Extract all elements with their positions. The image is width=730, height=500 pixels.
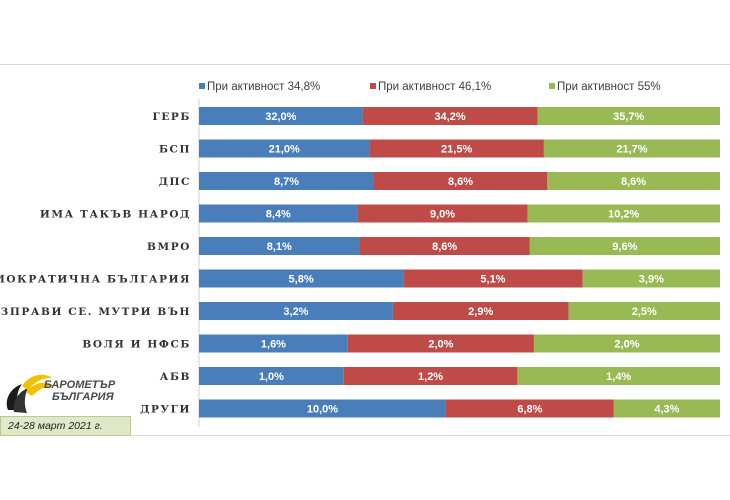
bar-segment (568, 302, 720, 320)
category-label: ДПС (159, 176, 191, 188)
category-label: ИЗПРАВИ СЕ. МУТРИ ВЪН (0, 306, 191, 318)
bar-segment (547, 172, 720, 190)
category-label: БСП (159, 144, 191, 156)
legend-swatch-3 (549, 83, 555, 89)
data-label: 1,6% (261, 339, 286, 351)
data-label: 2,0% (614, 339, 639, 351)
data-label: 2,9% (468, 306, 493, 318)
bar-segment (357, 204, 528, 223)
bar-segment (199, 204, 358, 223)
category-label: ГЕРБ (152, 111, 191, 123)
data-label: 1,2% (418, 371, 443, 383)
bar-segment (343, 367, 518, 385)
data-label: 10,0% (307, 404, 338, 416)
bar-segment (374, 172, 548, 190)
data-label: 2,0% (428, 339, 453, 351)
category-label: ДРУГИ (140, 404, 191, 416)
data-label: 35,7% (613, 111, 644, 123)
category-label: ВОЛЯ И НФСБ (82, 339, 191, 351)
logo-graphic: БАРОМЕТЪР БЪЛГАРИЯ (6, 374, 116, 413)
stacked-bar-chart: При активност 34,8% При активност 46,1% Пр… (0, 81, 720, 427)
bar-segment (199, 237, 360, 255)
bar-segment (527, 204, 720, 223)
barometer-bulgaria-logo: БАРОМЕТЪР БЪЛГАРИЯ (0, 366, 135, 436)
data-label: 6,8% (517, 404, 542, 416)
data-label: 21,7% (616, 144, 647, 156)
category-label: ИМА ТАКЪВ НАРОД (40, 209, 191, 221)
bar-segment (369, 139, 544, 158)
legend-label-1: При активност 34,8% (207, 81, 320, 93)
bar-segment (533, 334, 720, 353)
bar-segment (199, 107, 363, 125)
category-label: АБВ (160, 371, 191, 383)
category-label: ДЕМОКРАТИЧНА БЪЛГАРИЯ (0, 274, 191, 286)
data-label: 21,5% (441, 144, 472, 156)
bar-segment (362, 107, 538, 125)
bar-segment (199, 302, 393, 320)
data-label: 1,0% (259, 371, 284, 383)
data-label: 8,4% (266, 209, 291, 221)
bar-segment (199, 269, 404, 288)
bar-segment (359, 237, 530, 255)
data-label: 9,6% (612, 241, 637, 253)
bar-segment (613, 399, 720, 418)
bar-segment (199, 139, 370, 158)
bar-segment (582, 269, 720, 288)
category-label: ВМРО (147, 241, 191, 253)
bar-segment (517, 367, 720, 385)
legend-swatch-1 (199, 83, 205, 89)
survey-date-note: 24-28 март 2021 г. (0, 416, 131, 436)
data-label: 8,1% (267, 241, 292, 253)
data-label: 4,3% (654, 404, 679, 416)
data-label: 34,2% (434, 111, 465, 123)
data-label: 8,6% (621, 176, 646, 188)
data-label: 8,6% (432, 241, 457, 253)
data-label: 5,1% (480, 274, 505, 286)
legend-swatch-2 (370, 83, 376, 89)
bar-segment (199, 334, 348, 353)
data-label: 5,8% (289, 274, 314, 286)
data-label: 9,0% (430, 209, 455, 221)
data-label: 8,7% (274, 176, 299, 188)
chart-frame: При активност 34,8% При активност 46,1% Пр… (0, 64, 730, 436)
data-label: 3,9% (639, 274, 664, 286)
bar-segment (199, 172, 375, 190)
bar-segment (445, 399, 614, 418)
bar-segment (199, 367, 344, 385)
bar-segment (543, 139, 720, 158)
data-label: 1,4% (606, 371, 631, 383)
legend-label-2: При активност 46,1% (378, 81, 491, 93)
bar-segment (529, 237, 720, 255)
data-label: 10,2% (608, 209, 639, 221)
data-label: 21,0% (269, 144, 300, 156)
data-label: 8,6% (448, 176, 473, 188)
bar-segment (537, 107, 720, 125)
logo-text-line2: БЪЛГАРИЯ (52, 391, 115, 403)
bar-segment (199, 399, 446, 418)
data-label: 32,0% (265, 111, 296, 123)
logo-text-line1: БАРОМЕТЪР (44, 379, 116, 391)
data-label: 3,2% (283, 306, 308, 318)
bar-segment (392, 302, 569, 320)
bar-segment (403, 269, 583, 288)
data-label: 2,5% (632, 306, 657, 318)
bar-segment (347, 334, 534, 353)
legend-label-3: При активност 55% (557, 81, 661, 93)
